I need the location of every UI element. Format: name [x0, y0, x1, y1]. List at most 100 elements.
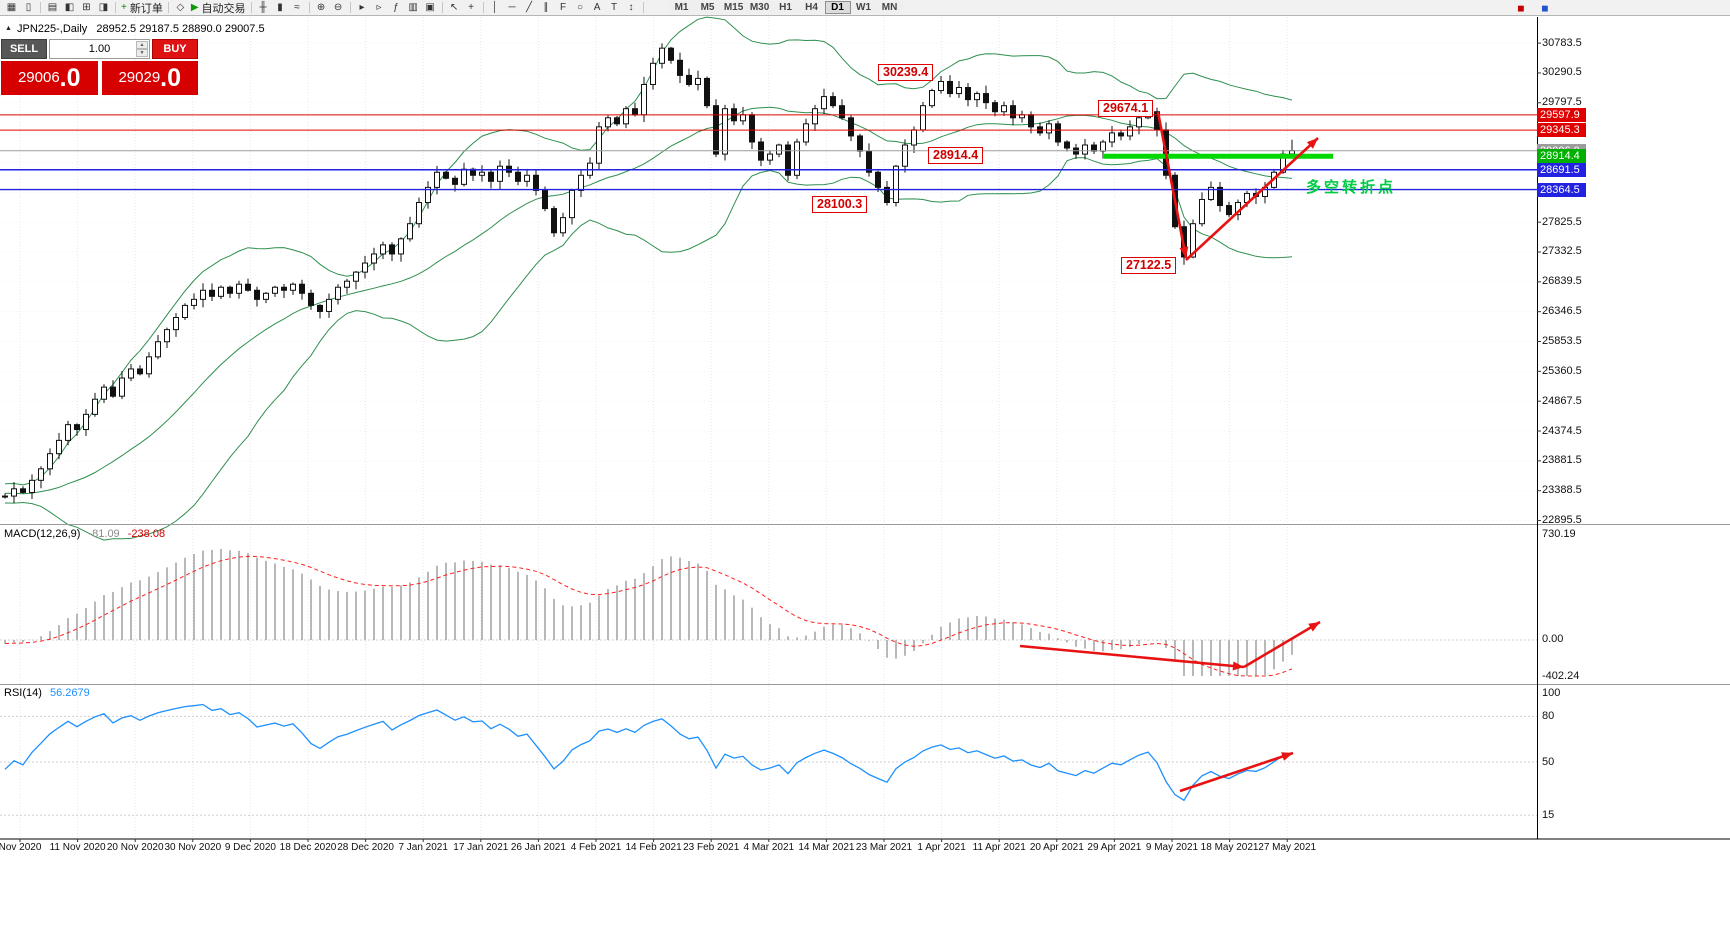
- profiles-button[interactable]: ▯: [20, 1, 37, 15]
- toolbar: ▦ ▯ ▤ ◧ ⊞ ◨ + 新订单 ◇ ▶ 自动交易 ╫ ▮ ≈ ⊕ ⊖ ▸ ▹ ƒ ▥ ▣ ↖ + │ ─ ╱ ∥ F ○ A T ↕ M1 M…: [0, 0, 1730, 16]
- text-label-icon: T: [610, 1, 618, 13]
- trendline-button[interactable]: ╱: [521, 1, 538, 15]
- toolbar-separator: [482, 2, 484, 13]
- new-order-button[interactable]: + 新订单: [119, 1, 165, 15]
- macd-signal-line: [4, 555, 1293, 677]
- navigator-icon: ⊞: [82, 1, 91, 13]
- chart-shift-button[interactable]: ▹: [371, 1, 388, 15]
- rsi-line: [4, 703, 1293, 802]
- channel-button[interactable]: ∥: [538, 1, 555, 15]
- trend-arrowhead-2: [1306, 138, 1318, 149]
- auto-scroll-button[interactable]: ▸: [354, 1, 371, 15]
- crosshair-button[interactable]: +: [463, 1, 480, 15]
- bid-price-main: 29006: [17, 69, 60, 86]
- vertical-line-icon: │: [491, 1, 499, 13]
- templates-button[interactable]: ▣: [422, 1, 439, 15]
- autotrading-button[interactable]: ▶ 自动交易: [189, 1, 248, 15]
- zoom-out-button[interactable]: ⊖: [330, 1, 347, 15]
- metaeditor-button[interactable]: ◇: [172, 1, 189, 15]
- toolbar-separator: [115, 2, 116, 13]
- timeframe-button-m5[interactable]: M5: [694, 1, 721, 14]
- data-window-button[interactable]: ◧: [61, 1, 78, 15]
- arrows-icon: ↕: [628, 1, 634, 13]
- toolbar-separator: [250, 2, 252, 13]
- toolbar-separator: [441, 2, 443, 13]
- text-icon: A: [593, 1, 601, 13]
- trend-arrow-4: [1243, 620, 1321, 669]
- trend-arrowhead-1: [1179, 246, 1189, 258]
- volume-down-icon[interactable]: ▼: [136, 49, 148, 57]
- timeframe-button-h1[interactable]: H1: [772, 1, 799, 14]
- timeframe-button-w1[interactable]: W1: [850, 1, 877, 14]
- volume-value: 1.00: [88, 43, 111, 55]
- vertical-line-button[interactable]: │: [487, 1, 504, 15]
- zoom-in-button[interactable]: ⊕: [313, 1, 330, 15]
- trend-arrow-5: [1179, 751, 1294, 793]
- candlestick-chart-button[interactable]: ▮: [272, 1, 289, 15]
- line-chart-icon: ≈: [294, 1, 300, 13]
- line-chart-button[interactable]: ≈: [289, 1, 306, 15]
- volume-stepper[interactable]: ▲ ▼: [136, 41, 148, 57]
- bar-chart-button[interactable]: ╫: [255, 1, 272, 15]
- trend-arrowhead-3: [1232, 661, 1244, 671]
- crosshair-icon: +: [468, 1, 474, 13]
- new-chart-button[interactable]: ▦: [3, 1, 20, 15]
- arrows-button[interactable]: ↕: [623, 1, 640, 15]
- timeframe-button-m15[interactable]: M15: [720, 1, 747, 14]
- cursor-button[interactable]: ↖: [446, 1, 463, 15]
- data-window-icon: ◧: [64, 1, 75, 13]
- timeframe-button-m30[interactable]: M30: [746, 1, 773, 14]
- auto-scroll-icon: ▸: [359, 1, 365, 13]
- volume-input[interactable]: 1.00 ▲ ▼: [49, 39, 150, 59]
- turning-point-note[interactable]: 多空转折点: [1306, 179, 1397, 196]
- market-watch-button[interactable]: ▤: [44, 1, 61, 15]
- chart-restore-icon[interactable]: ◼: [1536, 1, 1554, 15]
- indicators-button[interactable]: ƒ: [388, 1, 405, 15]
- timeframe-button-m1[interactable]: M1: [668, 1, 695, 14]
- timeframe-group: M1 M5 M15 M30 H1 H4 D1 W1 MN: [668, 1, 903, 14]
- timeframe-button-h4[interactable]: H4: [798, 1, 825, 14]
- toolbar-separator: [349, 2, 351, 13]
- timeframe-button-mn[interactable]: MN: [876, 1, 903, 14]
- trend-arrow-2: [1185, 137, 1319, 261]
- buy-button[interactable]: BUY: [152, 39, 198, 59]
- horizontal-line-icon: ─: [508, 1, 516, 13]
- autotrading-icon: ▶: [190, 1, 199, 13]
- periods-icon: ▥: [408, 1, 418, 13]
- bid-price-frac: .0: [59, 64, 81, 92]
- cursor-icon: ↖: [449, 1, 459, 13]
- market-watch-icon: ▤: [47, 1, 58, 13]
- text-button[interactable]: A: [589, 1, 606, 15]
- ask-price-tile[interactable]: 29029 .0: [101, 61, 198, 95]
- terminal-button[interactable]: ◨: [95, 1, 112, 15]
- shapes-icon: ○: [577, 1, 584, 13]
- zoom-out-icon: ⊖: [333, 1, 343, 13]
- bar-chart-icon: ╫: [259, 1, 267, 13]
- trend-arrow-1: [1156, 111, 1188, 259]
- ask-price-main: 29029: [118, 69, 161, 86]
- horizontal-line-button[interactable]: ─: [504, 1, 521, 15]
- shapes-button[interactable]: ○: [572, 1, 589, 15]
- sell-button[interactable]: SELL: [1, 39, 47, 59]
- fibonacci-icon: F: [559, 1, 567, 13]
- trendline-icon: ╱: [526, 1, 533, 13]
- profiles-icon: ▯: [25, 1, 32, 13]
- fibonacci-button[interactable]: F: [555, 1, 572, 15]
- volume-up-icon[interactable]: ▲: [136, 41, 148, 49]
- zoom-in-icon: ⊕: [316, 1, 326, 13]
- text-label-button[interactable]: T: [606, 1, 623, 15]
- indicators-icon: ƒ: [393, 1, 399, 13]
- periods-button[interactable]: ▥: [405, 1, 422, 15]
- trend-arrow-3: [1019, 644, 1245, 669]
- trend-arrowhead-4: [1308, 622, 1320, 632]
- trend-arrowhead-5: [1281, 752, 1293, 761]
- navigator-button[interactable]: ⊞: [78, 1, 95, 15]
- chart-minimize-icon[interactable]: ◼: [1512, 1, 1530, 15]
- ask-price-frac: .0: [160, 64, 182, 92]
- bollinger-upper-band: [4, 16, 1293, 486]
- bid-price-tile[interactable]: 29006 .0: [1, 61, 98, 95]
- timeframe-button-d1[interactable]: D1: [824, 1, 851, 14]
- new-order-icon: +: [121, 1, 127, 13]
